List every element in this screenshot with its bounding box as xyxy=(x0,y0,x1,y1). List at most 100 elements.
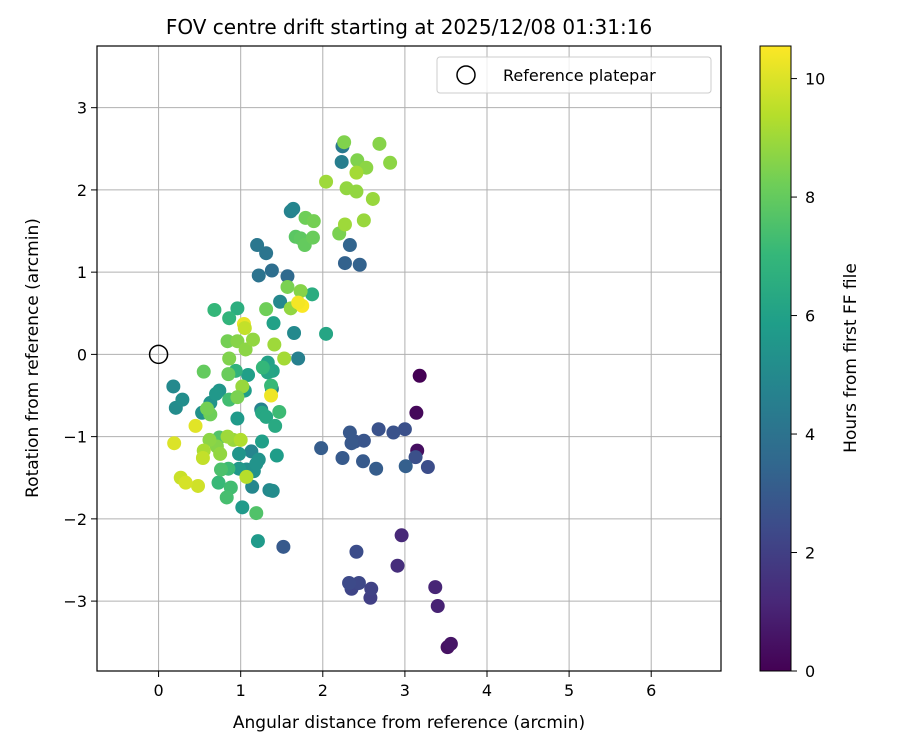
data-point xyxy=(291,295,306,310)
data-point xyxy=(267,337,282,352)
data-point xyxy=(250,534,265,549)
legend-label: Reference platepar xyxy=(503,66,656,85)
data-point xyxy=(239,469,254,484)
data-point xyxy=(207,302,222,317)
data-point xyxy=(291,351,306,366)
data-point xyxy=(238,342,253,357)
data-point xyxy=(255,434,270,449)
data-point xyxy=(269,448,284,463)
y-tick-label: 1 xyxy=(77,263,87,282)
data-point xyxy=(209,386,224,401)
data-point xyxy=(349,184,364,199)
colorbar-gradient xyxy=(759,45,792,672)
data-point xyxy=(305,287,320,302)
data-point xyxy=(178,475,193,490)
data-point xyxy=(195,451,210,466)
data-point xyxy=(277,351,292,366)
colorbar-tick-label: 4 xyxy=(805,425,815,444)
colorbar: 0 2 4 6 8 10 Hours from first FF file xyxy=(759,45,861,681)
data-point xyxy=(334,154,349,169)
data-point xyxy=(273,294,288,309)
data-point xyxy=(371,422,386,437)
data-point xyxy=(167,436,182,451)
grid-lines xyxy=(97,46,721,671)
legend-box xyxy=(436,56,712,94)
data-point xyxy=(352,257,367,272)
data-point xyxy=(213,446,228,461)
data-point xyxy=(356,454,371,469)
data-point xyxy=(412,368,427,383)
colorbar-tick-label: 2 xyxy=(805,544,815,563)
x-tick-label: 0 xyxy=(153,681,163,700)
data-point xyxy=(386,425,401,440)
data-point xyxy=(251,268,266,283)
chart-title: FOV centre drift starting at 2025/12/08 … xyxy=(166,15,652,39)
data-point xyxy=(337,217,352,232)
data-point xyxy=(259,246,274,261)
plot-frame xyxy=(96,45,722,672)
data-point xyxy=(337,256,352,271)
data-point xyxy=(268,418,283,433)
data-point xyxy=(264,263,279,278)
colorbar-tick-label: 8 xyxy=(805,188,815,207)
data-point xyxy=(219,490,234,505)
data-point xyxy=(319,326,334,341)
data-point xyxy=(250,238,265,253)
data-point xyxy=(390,558,405,573)
colorbar-tick-label: 10 xyxy=(805,70,825,89)
y-axis-ticks: −3 −2 −1 0 1 2 3 xyxy=(63,99,97,611)
x-tick-label: 2 xyxy=(318,681,328,700)
data-point xyxy=(293,284,308,299)
y-tick-label: −2 xyxy=(63,510,87,529)
data-point xyxy=(349,544,364,559)
data-point xyxy=(314,441,329,456)
y-tick-label: 2 xyxy=(77,181,87,200)
data-point xyxy=(200,401,215,416)
x-tick-label: 5 xyxy=(564,681,574,700)
data-point xyxy=(249,506,264,521)
data-point xyxy=(286,201,301,216)
data-point xyxy=(342,576,357,591)
data-point xyxy=(213,462,228,477)
data-point xyxy=(408,450,423,465)
data-point xyxy=(190,478,205,493)
data-point xyxy=(319,174,334,189)
data-point xyxy=(233,432,248,447)
data-point xyxy=(443,636,458,651)
data-point xyxy=(430,599,445,614)
y-tick-label: 0 xyxy=(77,345,87,364)
data-point xyxy=(220,429,235,444)
data-point xyxy=(394,528,409,543)
data-point xyxy=(232,446,247,461)
data-point xyxy=(344,436,359,451)
data-point xyxy=(305,230,320,245)
reference-platepar-marker xyxy=(148,344,169,365)
legend-marker-icon xyxy=(456,65,476,85)
data-point xyxy=(306,214,321,229)
colorbar-tick-label: 0 xyxy=(805,662,815,681)
y-tick-label: −3 xyxy=(63,592,87,611)
data-point xyxy=(255,360,270,375)
data-point xyxy=(428,580,443,595)
data-point xyxy=(398,459,413,474)
data-point xyxy=(365,191,380,206)
data-point xyxy=(166,379,181,394)
data-point xyxy=(280,269,295,284)
data-point xyxy=(335,451,350,466)
legend: Reference platepar xyxy=(436,56,712,94)
data-point xyxy=(237,321,252,336)
data-point xyxy=(383,155,398,170)
data-point xyxy=(356,213,371,228)
scatter-points xyxy=(166,135,458,655)
data-point xyxy=(266,316,281,331)
data-point xyxy=(221,367,236,382)
x-tick-label: 4 xyxy=(482,681,492,700)
data-point xyxy=(188,418,203,433)
data-point xyxy=(264,378,279,393)
data-point xyxy=(249,456,264,471)
data-point xyxy=(222,351,237,366)
data-point xyxy=(369,461,384,476)
data-point xyxy=(259,302,274,317)
x-tick-label: 1 xyxy=(236,681,246,700)
data-point xyxy=(211,475,226,490)
